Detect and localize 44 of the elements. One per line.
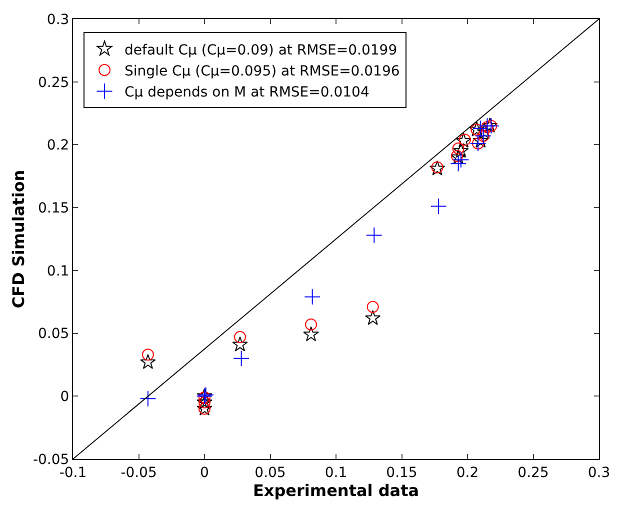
point <box>140 390 156 407</box>
point <box>303 326 319 342</box>
point <box>233 350 250 367</box>
x-tick-label: 0.1 <box>324 464 348 481</box>
point <box>452 152 470 168</box>
point <box>366 227 382 244</box>
point <box>142 348 154 361</box>
point <box>232 336 248 352</box>
point <box>452 142 464 154</box>
y-tick-label: 0.15 <box>38 200 70 216</box>
point <box>456 132 472 148</box>
point <box>140 354 156 369</box>
y-tick-label: 0 <box>60 389 70 406</box>
point <box>472 132 488 148</box>
point <box>472 120 489 137</box>
point <box>365 310 381 325</box>
point <box>304 288 321 306</box>
x-tick-label: -0.05 <box>120 464 157 481</box>
point <box>450 155 466 172</box>
x-tick-label: 0.15 <box>386 464 418 481</box>
legend-label: Single Cμ (Cμ=0.095) at RMSE=0.0196 <box>124 63 400 80</box>
x-tick-label: 0.3 <box>588 464 610 481</box>
x-tick-label: 0.25 <box>518 464 549 481</box>
point <box>481 121 494 134</box>
y-tick-label: 0.3 <box>46 12 70 28</box>
point <box>366 300 379 313</box>
point <box>450 149 466 164</box>
x-tick-label: 0.2 <box>456 464 479 481</box>
y-axis-title: CFD Simulation <box>8 170 28 308</box>
x-tick-label: 0.05 <box>254 464 286 481</box>
point <box>458 134 471 146</box>
y-tick-label: 0.25 <box>38 74 70 91</box>
y-tick-label: 0.1 <box>46 263 70 280</box>
point <box>453 142 469 158</box>
point <box>450 150 463 162</box>
point <box>305 318 318 330</box>
legend-label: default Cμ (Cμ=0.09) at RMSE=0.0199 <box>124 42 398 58</box>
point <box>430 198 447 215</box>
x-axis-title: Experimental data <box>252 480 420 500</box>
y-tick-label: 0.2 <box>46 138 70 154</box>
x-tick-label: 0 <box>200 464 209 481</box>
legend-label: Cμ depends on M at RMSE=0.0104 <box>124 84 370 101</box>
point <box>234 331 246 344</box>
y-tick-label: 0.05 <box>38 326 70 342</box>
